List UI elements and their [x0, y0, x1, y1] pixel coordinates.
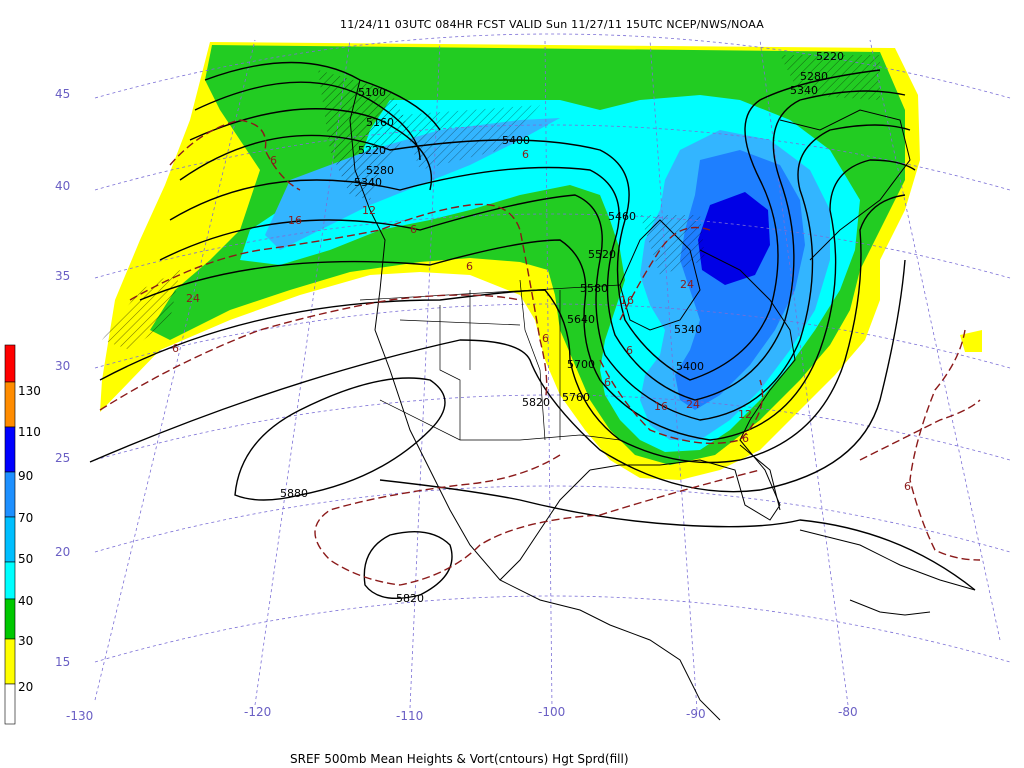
- lon-label-90: -90: [686, 707, 706, 721]
- height-label: 5700: [567, 358, 595, 371]
- lat-label-40: 40: [55, 179, 70, 193]
- colorbar-swatch: [4, 598, 16, 640]
- height-label: 5640: [567, 313, 595, 326]
- latitude-labels: 45 40 35 30 25 20 15: [55, 87, 70, 669]
- map-title: 11/24/11 03UTC 084HR FCST VALID Sun 11/2…: [340, 18, 764, 31]
- height-label: 5280: [800, 70, 828, 83]
- vort-label: 6: [626, 344, 633, 357]
- height-label: 5340: [674, 323, 702, 336]
- colorbar-label: 130: [18, 384, 41, 398]
- colorbar-swatch: [4, 638, 16, 685]
- height-label: 5340: [354, 176, 382, 189]
- height-label: 5460: [608, 210, 636, 223]
- lat-label-35: 35: [55, 269, 70, 283]
- vorticity-contours: [99, 119, 981, 586]
- height-label: 5340: [790, 84, 818, 97]
- coastlines: [349, 79, 976, 721]
- vort-label: 16: [654, 400, 668, 413]
- lat-label-45: 45: [55, 87, 70, 101]
- colorbar-label: 70: [18, 511, 33, 525]
- colorbar-swatch: [4, 516, 16, 563]
- height-labels: 5100 5160 5220 5280 5340 5400 5460 5520 …: [280, 50, 844, 605]
- vort-label: 16: [288, 214, 302, 227]
- hatch-west: [102, 270, 180, 350]
- lat-label-15: 15: [55, 655, 70, 669]
- lon-label-120: -120: [244, 705, 271, 719]
- vort-label: 24: [680, 278, 694, 291]
- fill-dark-blue: [698, 192, 770, 285]
- height-label: 5220: [816, 50, 844, 63]
- vort-label: 6: [604, 376, 611, 389]
- vort-label: 12: [738, 408, 752, 421]
- vort-label: 24: [686, 398, 700, 411]
- colorbar-swatch: [4, 344, 16, 383]
- height-label: 5820: [396, 592, 424, 605]
- colorbar-swatch: [4, 683, 16, 725]
- vort-label: 6: [742, 432, 749, 445]
- height-label: 5880: [280, 487, 308, 500]
- colorbar-label: 50: [18, 552, 33, 566]
- vort-label: 12: [362, 204, 376, 217]
- height-label: 5580: [580, 282, 608, 295]
- vort-label: 24: [186, 292, 200, 305]
- vort-label: 6: [542, 332, 549, 345]
- vort-label: 6: [172, 342, 179, 355]
- height-label: 5220: [358, 144, 386, 157]
- longitude-labels: -130 -120 -110 -100 -90 -80: [66, 705, 858, 723]
- colorbar-label: 110: [18, 425, 41, 439]
- lat-label-20: 20: [55, 545, 70, 559]
- vort-label: 6: [466, 260, 473, 273]
- graticule: [94, 33, 1011, 711]
- lon-label-100: -100: [538, 705, 565, 719]
- vort-label: 6: [522, 148, 529, 161]
- fill-yellow-east: [960, 330, 982, 352]
- map-caption: SREF 500mb Mean Heights & Vort(cntours) …: [290, 752, 629, 766]
- colorbar-label: 30: [18, 634, 33, 648]
- colorbar-label: 40: [18, 594, 33, 608]
- height-label: 5280: [366, 164, 394, 177]
- height-label: 5520: [588, 248, 616, 261]
- lon-label-80: -80: [838, 705, 858, 719]
- colorbar-label: 90: [18, 469, 33, 483]
- height-label: 5400: [676, 360, 704, 373]
- height-label: 5160: [366, 116, 394, 129]
- height-label: 5100: [358, 86, 386, 99]
- colorbar-swatch: [4, 381, 16, 428]
- height-label: 5760: [562, 391, 590, 404]
- colorbar-swatch: [4, 561, 16, 600]
- spread-fill: [100, 42, 982, 480]
- lon-label-130: -130: [66, 709, 93, 723]
- vort-label: 6: [904, 480, 911, 493]
- hatch-low: [640, 215, 705, 275]
- colorbar-label: 20: [18, 680, 33, 694]
- colorbar: 130 110 90 70 50 40 30 20: [4, 344, 41, 725]
- lat-label-30: 30: [55, 359, 70, 373]
- height-label: 5400: [502, 134, 530, 147]
- height-contours: [89, 61, 976, 599]
- vort-label: 6: [270, 154, 277, 167]
- lat-label-25: 25: [55, 451, 70, 465]
- vorticity-labels: 6 6 16 24 6 6 6 12 6 16 24 6 6 16 24 6 6…: [172, 148, 911, 493]
- height-label: 5820: [522, 396, 550, 409]
- colorbar-swatch: [4, 471, 16, 518]
- state-borders: [359, 279, 621, 441]
- vort-label: 6: [410, 223, 417, 236]
- lon-label-110: -110: [396, 709, 423, 723]
- vort-label: 16: [620, 294, 634, 307]
- colorbar-swatch: [4, 426, 16, 473]
